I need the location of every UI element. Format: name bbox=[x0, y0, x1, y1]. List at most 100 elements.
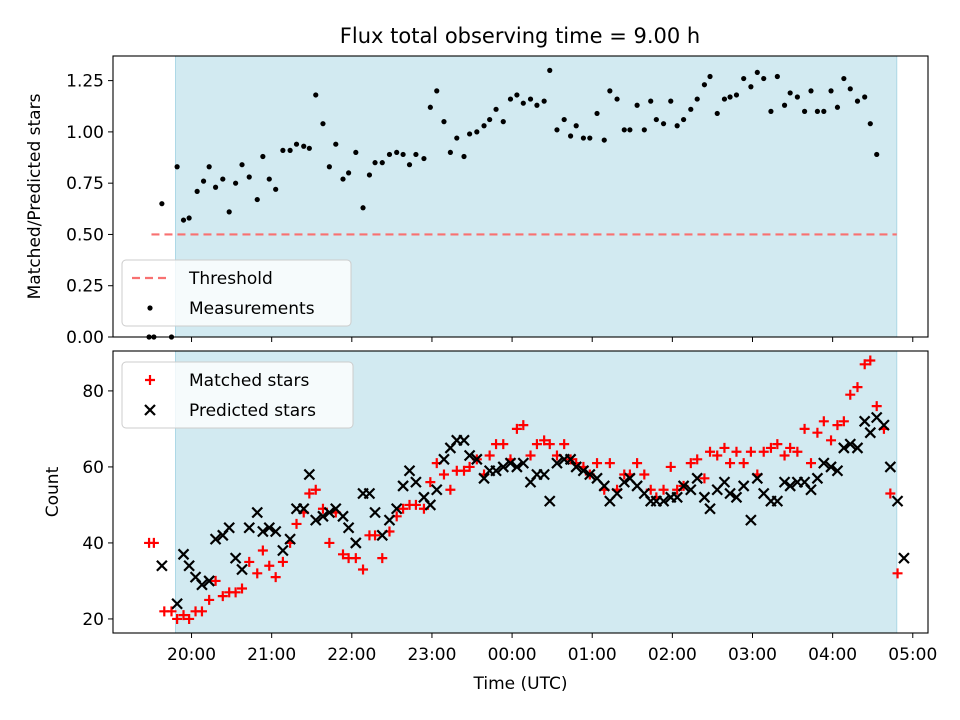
data-point-matched bbox=[826, 435, 837, 446]
data-point-predicted bbox=[438, 453, 450, 466]
data-point bbox=[862, 94, 868, 100]
data-point-matched bbox=[511, 423, 522, 434]
data-point bbox=[474, 129, 480, 135]
axes-frame bbox=[112, 55, 929, 338]
data-point bbox=[293, 141, 300, 147]
data-point bbox=[326, 164, 332, 170]
data-point-matched bbox=[244, 556, 255, 567]
data-point-predicted bbox=[730, 491, 743, 504]
data-point-matched bbox=[148, 537, 159, 548]
data-point bbox=[821, 108, 827, 114]
data-point-predicted bbox=[564, 453, 577, 466]
data-point-predicted bbox=[251, 506, 264, 519]
data-point-matched bbox=[178, 610, 189, 621]
data-point-matched bbox=[324, 537, 335, 548]
data-point-matched bbox=[230, 587, 241, 598]
data-point bbox=[841, 75, 847, 82]
data-point bbox=[614, 96, 620, 102]
data-point-predicted bbox=[745, 514, 757, 526]
x-axis-label: Time (UTC) bbox=[473, 674, 568, 694]
data-point-matched bbox=[291, 518, 302, 529]
data-point bbox=[660, 121, 667, 127]
legend-label: Matched stars bbox=[189, 371, 309, 391]
data-point-matched bbox=[885, 488, 896, 499]
data-point-predicted bbox=[463, 449, 476, 462]
data-point-predicted bbox=[691, 472, 703, 485]
data-point-predicted bbox=[618, 476, 631, 488]
data-point-matched bbox=[658, 484, 669, 495]
data-point-predicted bbox=[891, 495, 904, 507]
data-point bbox=[280, 147, 286, 153]
data-point bbox=[828, 88, 834, 94]
data-point-matched bbox=[871, 401, 882, 412]
data-point-matched bbox=[792, 446, 803, 457]
data-point-predicted bbox=[584, 468, 596, 481]
data-point-predicted bbox=[478, 472, 490, 485]
data-point bbox=[346, 170, 352, 176]
data-point-matched bbox=[459, 465, 470, 476]
data-point bbox=[507, 96, 514, 102]
data-point bbox=[520, 100, 526, 106]
data-point bbox=[874, 151, 880, 158]
data-point-predicted bbox=[598, 480, 611, 492]
data-point-predicted bbox=[397, 480, 409, 492]
data-point bbox=[481, 123, 487, 129]
data-point bbox=[768, 108, 774, 114]
data-point bbox=[694, 96, 700, 102]
x-tick-label: 23:00 bbox=[407, 645, 456, 665]
data-point-matched bbox=[805, 458, 816, 469]
data-point-matched bbox=[665, 461, 676, 472]
data-point-predicted bbox=[284, 533, 296, 545]
data-point-matched bbox=[719, 442, 730, 453]
data-point bbox=[226, 209, 232, 215]
data-point-predicted bbox=[851, 442, 864, 454]
data-point-matched bbox=[398, 503, 409, 514]
data-point bbox=[487, 116, 493, 123]
data-point bbox=[594, 110, 600, 117]
data-point bbox=[741, 75, 747, 82]
data-point-matched bbox=[731, 446, 742, 457]
data-point-matched bbox=[518, 420, 529, 431]
data-point bbox=[273, 186, 279, 192]
data-point-matched bbox=[464, 461, 475, 472]
data-point-predicted bbox=[383, 514, 396, 526]
y-tick-label: 0.50 bbox=[66, 225, 104, 245]
data-point-predicted bbox=[751, 472, 764, 485]
data-point-matched bbox=[632, 458, 643, 469]
data-point-predicted bbox=[784, 480, 796, 492]
data-point bbox=[547, 67, 553, 73]
data-point bbox=[621, 127, 627, 133]
x-tick-label: 01:00 bbox=[568, 645, 617, 665]
x-tick-label: 00:00 bbox=[488, 645, 537, 665]
data-point bbox=[220, 176, 226, 182]
data-point-matched bbox=[818, 416, 829, 427]
data-point-predicted bbox=[229, 552, 242, 564]
data-point-predicted bbox=[677, 480, 690, 492]
data-point-predicted bbox=[864, 426, 877, 439]
data-point bbox=[266, 176, 272, 182]
data-point bbox=[587, 135, 593, 141]
data-point bbox=[607, 88, 613, 94]
y-tick-label: 0.75 bbox=[66, 174, 104, 194]
data-point-predicted bbox=[838, 442, 850, 454]
data-point bbox=[212, 184, 219, 190]
data-point bbox=[847, 86, 853, 92]
data-point-matched bbox=[852, 382, 863, 393]
data-point-matched bbox=[204, 594, 215, 605]
data-point-predicted bbox=[342, 521, 355, 534]
data-point-predicted bbox=[458, 434, 470, 447]
data-point-predicted bbox=[724, 487, 736, 500]
data-point bbox=[434, 88, 440, 94]
data-point bbox=[379, 160, 385, 166]
data-point-matched bbox=[712, 450, 723, 461]
data-point bbox=[554, 127, 560, 133]
legend-box bbox=[121, 361, 354, 429]
data-point-matched bbox=[865, 355, 876, 366]
data-point-predicted bbox=[898, 552, 910, 564]
data-point bbox=[353, 149, 359, 156]
y-tick-label: 0.25 bbox=[66, 277, 104, 297]
y-tick-label: 80 bbox=[82, 382, 104, 402]
data-point bbox=[781, 102, 788, 108]
data-point bbox=[688, 106, 694, 112]
data-point bbox=[668, 98, 674, 104]
